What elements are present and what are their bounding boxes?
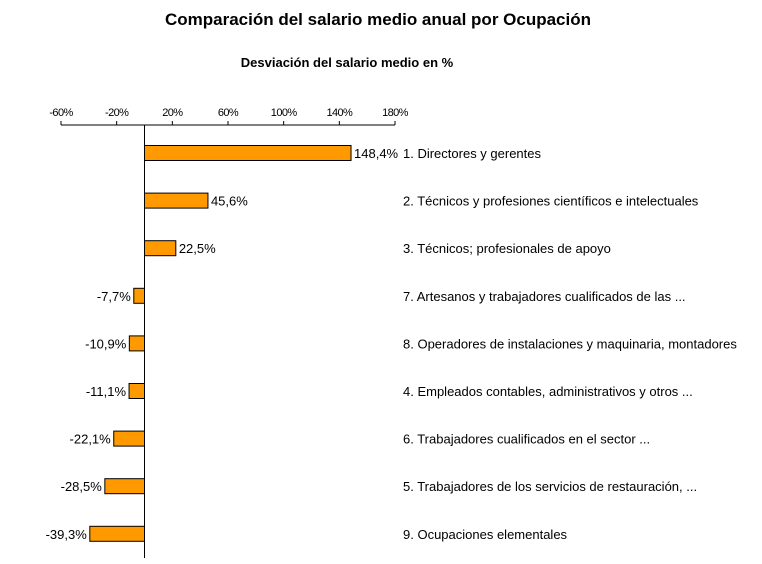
value-label: -22,1% [70,432,112,447]
x-tick-label: 100% [271,107,298,119]
bars [89,145,352,542]
bar [144,145,352,161]
bar [89,525,146,542]
value-label: 22,5% [179,241,216,256]
bar [113,430,145,447]
chart-subtitle: Desviación del salario medio en % [241,55,454,70]
bar [144,240,177,257]
value-label: 45,6% [211,194,248,209]
category-label: 8. Operadores de instalaciones y maquina… [403,336,737,351]
bar [133,287,145,304]
category-label: 6. Trabajadores cualificados en el secto… [403,432,650,447]
value-label: -7,7% [97,289,131,304]
bar [144,192,209,209]
x-tick-label: 60% [218,107,239,119]
x-tick-label: 180% [382,107,409,119]
category-label: 9. Ocupaciones elementales [403,527,568,542]
x-tick-label: 20% [162,107,183,119]
chart-title: Comparación del salario medio anual por … [165,10,591,29]
bar [104,478,145,495]
category-labels: 1. Directores y gerentes 2. Técnicos y pr… [403,146,737,542]
value-label: -11,1% [86,384,127,399]
category-label: 4. Empleados contables, administrativos … [403,384,693,399]
category-label: 3. Técnicos; profesionales de apoyo [403,241,611,256]
x-tick-label: -60% [49,107,73,119]
category-label: 7. Artesanos y trabajadores cualificados… [403,289,686,304]
value-label: -39,3% [46,527,88,542]
category-label: 1. Directores y gerentes [403,146,542,161]
value-labels: 148,4% 45,6% 22,5% -7,7% -10,9% -11,1% -22,1% -… [46,146,399,542]
x-axis: -60% -20% 20% 60% 100% 140% 180% [49,107,409,558]
category-label: 5. Trabajadores de los servicios de rest… [403,479,697,494]
category-label: 2. Técnicos y profesiones científicos e … [403,194,699,209]
value-label: 148,4% [354,146,399,161]
bar [128,383,146,399]
value-label: -10,9% [85,336,127,351]
value-label: -28,5% [61,479,103,494]
x-tick-label: 140% [326,107,353,119]
x-tick-label: -20% [105,107,129,119]
bar [128,335,145,352]
